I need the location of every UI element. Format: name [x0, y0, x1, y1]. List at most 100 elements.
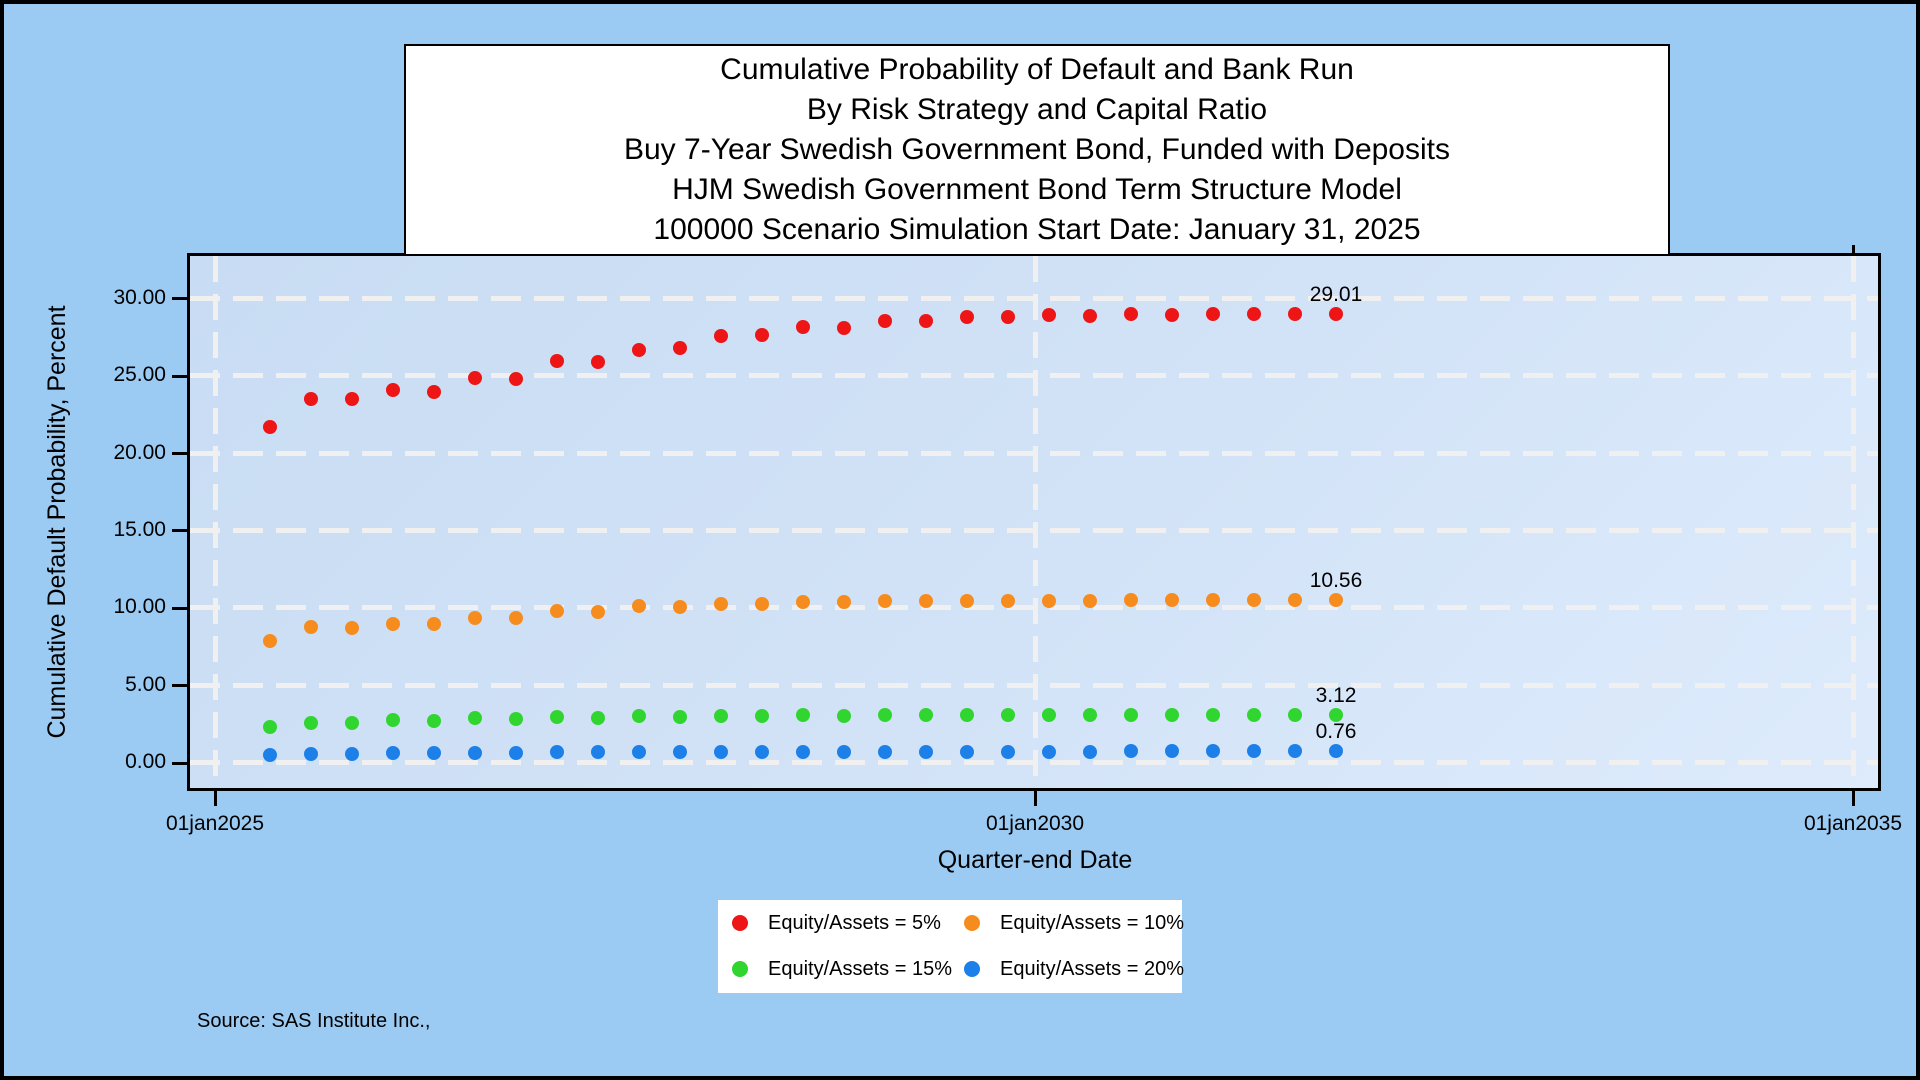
legend-marker-icon: [732, 961, 748, 977]
data-point: [304, 715, 318, 730]
x-tick: [213, 791, 217, 806]
data-point: [1042, 744, 1056, 759]
y-tick-label: 20.00: [113, 440, 166, 464]
x-tick-label: 01jan2035: [1803, 812, 1903, 835]
y-tick-label: 5.00: [125, 672, 166, 696]
x-tick-label: 01jan2030: [985, 812, 1085, 835]
data-point: [1124, 744, 1138, 759]
data-point: [960, 708, 974, 723]
data-point: [550, 710, 564, 725]
data-point: [468, 711, 482, 726]
data-point: [1124, 307, 1138, 322]
data-point: [1083, 593, 1097, 608]
data-point: [1206, 307, 1220, 322]
data-point: [263, 633, 277, 648]
data-point: [919, 313, 933, 328]
x-tick-top: [1851, 245, 1855, 256]
data-point: [427, 616, 441, 631]
data-point: [1165, 593, 1179, 608]
y-tick: [172, 761, 189, 765]
data-point: [1247, 744, 1261, 759]
data-point: [345, 620, 359, 635]
x-gridline: [213, 256, 218, 788]
data-point: [837, 595, 851, 610]
source-note: Source: SAS Institute Inc.,: [197, 1010, 431, 1032]
data-point: [386, 383, 400, 398]
data-point: [345, 392, 359, 407]
series-end-value-label: 3.12: [1315, 683, 1357, 707]
series-end-value-label: 0.76: [1315, 720, 1357, 744]
data-point: [1124, 707, 1138, 722]
data-point: [632, 745, 646, 760]
data-point: [878, 744, 892, 759]
data-point: [550, 745, 564, 760]
legend-item: Equity/Assets = 20%: [950, 957, 1184, 981]
data-point: [509, 711, 523, 726]
data-point: [1247, 592, 1261, 607]
legend-item: Equity/Assets = 10%: [950, 912, 1184, 935]
data-point: [796, 708, 810, 723]
data-point: [263, 719, 277, 734]
data-point: [509, 745, 523, 760]
x-gridline: [1851, 256, 1856, 788]
data-point: [714, 745, 728, 760]
data-point: [1247, 307, 1261, 322]
data-point: [386, 713, 400, 728]
data-point: [796, 319, 810, 334]
series-end-value-label: 10.56: [1309, 568, 1363, 592]
data-point: [550, 353, 564, 368]
data-point: [878, 594, 892, 609]
data-point: [960, 744, 974, 759]
data-point: [755, 708, 769, 723]
data-point: [1206, 744, 1220, 759]
data-point: [960, 309, 974, 324]
data-point: [1083, 744, 1097, 759]
data-point: [591, 710, 605, 725]
data-point: [1083, 308, 1097, 323]
legend-marker-icon: [964, 961, 980, 977]
data-point: [714, 329, 728, 344]
data-point: [1288, 744, 1302, 759]
x-axis-title: Quarter-end Date: [937, 846, 1133, 874]
data-point: [796, 744, 810, 759]
data-point: [1247, 707, 1261, 722]
data-point: [1165, 744, 1179, 759]
data-point: [1042, 707, 1056, 722]
legend-item-label: Equity/Assets = 15%: [768, 957, 952, 980]
y-tick: [172, 684, 189, 688]
data-point: [632, 598, 646, 613]
data-point: [468, 610, 482, 625]
data-point: [345, 747, 359, 762]
data-point: [632, 709, 646, 724]
plot-area: 29.01 10.56 3.12 0.76: [187, 253, 1881, 791]
data-point: [755, 328, 769, 343]
data-point: [755, 596, 769, 611]
data-point: [1288, 307, 1302, 322]
data-point: [878, 313, 892, 328]
x-gridline: [1033, 256, 1038, 788]
data-point: [386, 616, 400, 631]
data-point: [386, 746, 400, 761]
chart-title-line: Cumulative Probability of Default and Ba…: [720, 53, 1354, 86]
data-point: [1124, 593, 1138, 608]
data-point: [837, 320, 851, 335]
data-point: [509, 371, 523, 386]
data-point: [755, 745, 769, 760]
y-tick-label: 25.00: [113, 363, 166, 387]
data-point: [345, 716, 359, 731]
y-tick-label: 15.00: [113, 517, 166, 541]
data-point: [468, 370, 482, 385]
legend-item-label: Equity/Assets = 5%: [768, 911, 941, 934]
x-tick: [1033, 791, 1037, 806]
data-point: [673, 340, 687, 355]
chart-title-line: HJM Swedish Government Bond Term Structu…: [672, 173, 1402, 206]
data-point: [632, 342, 646, 357]
y-tick: [172, 452, 189, 456]
legend-item-label: Equity/Assets = 20%: [1000, 957, 1184, 980]
legend-item: Equity/Assets = 5%: [718, 912, 950, 935]
data-point: [1329, 592, 1343, 607]
legend-item: Equity/Assets = 15%: [718, 957, 952, 981]
y-tick: [172, 374, 189, 378]
data-point: [1083, 708, 1097, 723]
data-point: [427, 746, 441, 761]
